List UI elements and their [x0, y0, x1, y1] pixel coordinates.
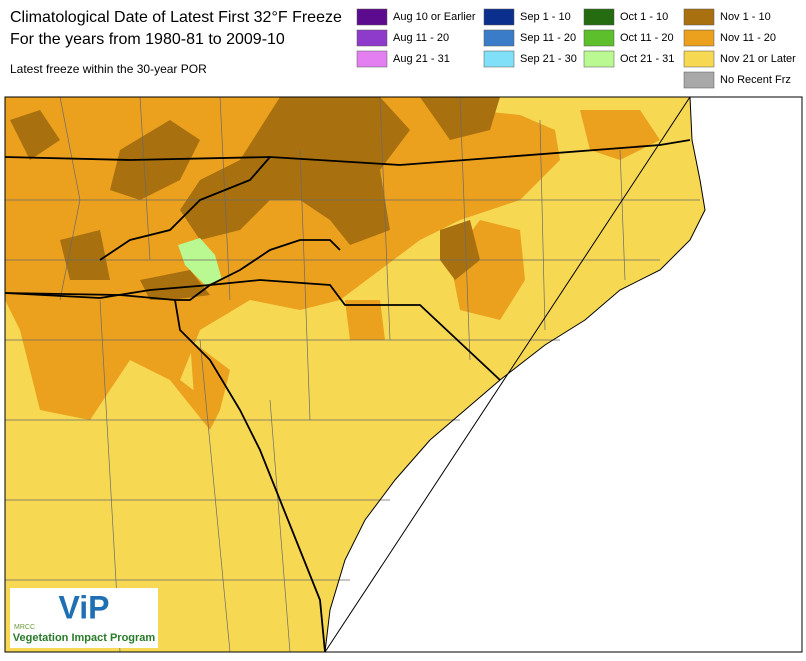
legend-label: Nov 21 or Later — [720, 53, 796, 65]
logo: ViP MRCC Vegetation Impact Program — [10, 588, 158, 648]
title: Climatological Date of Latest First 32°F… — [10, 9, 342, 26]
legend-label: Aug 10 or Earlier — [393, 11, 476, 23]
legend-swatch — [583, 50, 615, 68]
map — [4, 96, 803, 653]
county-lines — [5, 97, 700, 652]
legend-swatch — [683, 71, 715, 89]
legend-swatch — [356, 50, 388, 68]
legend-label: Oct 1 - 10 — [620, 11, 668, 23]
logo-name: Vegetation Impact Program — [13, 632, 156, 644]
legend-swatch — [356, 29, 388, 47]
oct-21-31-area — [178, 238, 222, 285]
legend-swatch — [683, 8, 715, 26]
legend-label: Aug 11 - 20 — [393, 32, 449, 44]
legend-swatch — [483, 29, 515, 47]
legend-swatch — [483, 8, 515, 26]
legend-label: Nov 11 - 20 — [720, 32, 776, 44]
logo-box — [10, 588, 158, 648]
coastline — [324, 97, 706, 652]
legend-swatch — [683, 50, 715, 68]
logo-org: MRCC — [14, 624, 35, 631]
legend: Aug 10 or Earlier Aug 11 - 20 Aug 21 - 31 S… — [356, 8, 796, 89]
nov-1-10-area — [10, 97, 500, 300]
logo-mark: ViP — [59, 589, 110, 625]
legend-label: Sep 21 - 30 — [520, 53, 577, 65]
legend-swatch — [583, 29, 615, 47]
map-frame — [4, 96, 803, 653]
title: For the years from 1980-81 to 2009-10 — [10, 31, 285, 48]
legend-swatch — [356, 8, 388, 26]
legend-swatch — [483, 50, 515, 68]
subtitle: Latest freeze within the 30-year POR — [10, 62, 207, 76]
legend-label: Sep 11 - 20 — [520, 32, 576, 44]
legend-swatch — [583, 8, 615, 26]
legend-label: Aug 21 - 31 — [393, 53, 450, 65]
legend-label: Nov 1 - 10 — [720, 11, 771, 23]
legend-label: Sep 1 - 10 — [520, 11, 571, 23]
legend-swatch — [683, 29, 715, 47]
legend-label: Oct 11 - 20 — [620, 32, 674, 44]
state-borders — [5, 139, 691, 652]
legend-label: Oct 21 - 31 — [620, 53, 674, 65]
legend-label: No Recent Frz — [720, 74, 791, 86]
